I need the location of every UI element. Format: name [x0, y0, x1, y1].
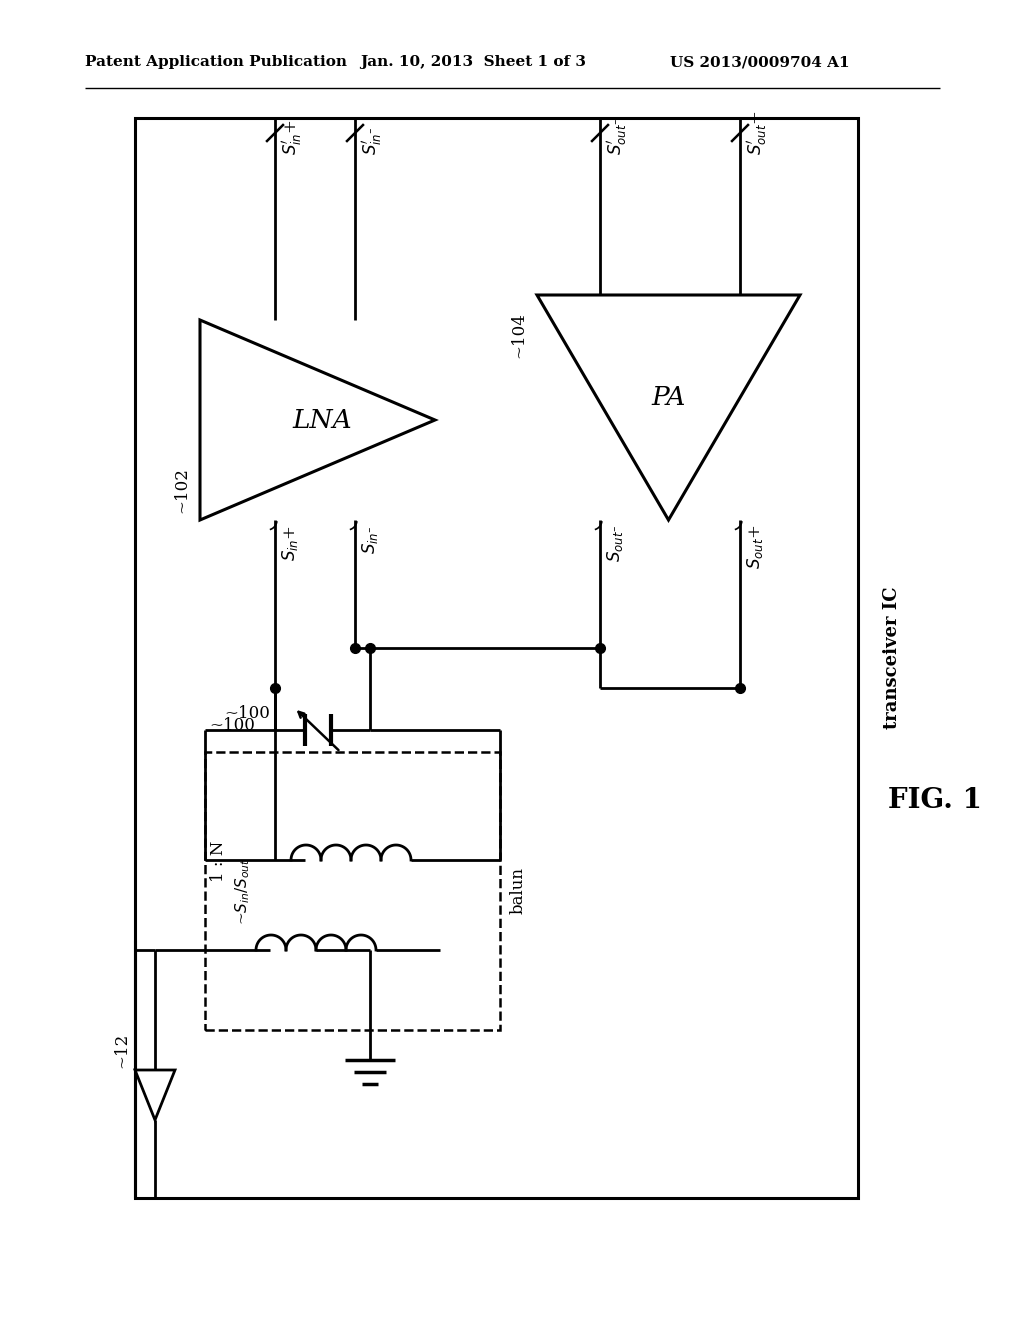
- Text: $S_{out}$-: $S_{out}$-: [605, 525, 625, 562]
- Text: FIG. 1: FIG. 1: [888, 787, 982, 813]
- Text: $S_{out}'$-: $S_{out}'$-: [605, 117, 629, 154]
- Text: ~104: ~104: [510, 312, 527, 358]
- Text: 1 : N: 1 : N: [210, 841, 227, 882]
- Text: transceiver IC: transceiver IC: [883, 586, 901, 730]
- Text: ~12: ~12: [113, 1032, 130, 1068]
- Text: ~$S_{in}/S_{out}$: ~$S_{in}/S_{out}$: [233, 858, 252, 924]
- Text: $S_{out}'$+: $S_{out}'$+: [745, 111, 769, 154]
- Text: $S_{in}'$+: $S_{in}'$+: [280, 119, 304, 154]
- Text: Patent Application Publication: Patent Application Publication: [85, 55, 347, 69]
- Text: $S_{out}$+: $S_{out}$+: [745, 525, 765, 569]
- Text: PA: PA: [651, 385, 686, 411]
- Text: $S_{in}$+: $S_{in}$+: [280, 525, 300, 561]
- Bar: [135, 117, 858, 1199]
- Text: LNA: LNA: [293, 408, 352, 433]
- Text: ~102: ~102: [173, 467, 190, 513]
- Text: $S_{in}$-: $S_{in}$-: [360, 525, 380, 553]
- Text: Jan. 10, 2013  Sheet 1 of 3: Jan. 10, 2013 Sheet 1 of 3: [360, 55, 586, 69]
- Text: $S_{in}'$-: $S_{in}'$-: [360, 127, 384, 154]
- Text: US 2013/0009704 A1: US 2013/0009704 A1: [670, 55, 850, 69]
- Text: balun: balun: [510, 867, 527, 915]
- Bar: [205, 752, 500, 1030]
- Text: ~100: ~100: [224, 705, 270, 722]
- Text: ~100: ~100: [209, 717, 255, 734]
